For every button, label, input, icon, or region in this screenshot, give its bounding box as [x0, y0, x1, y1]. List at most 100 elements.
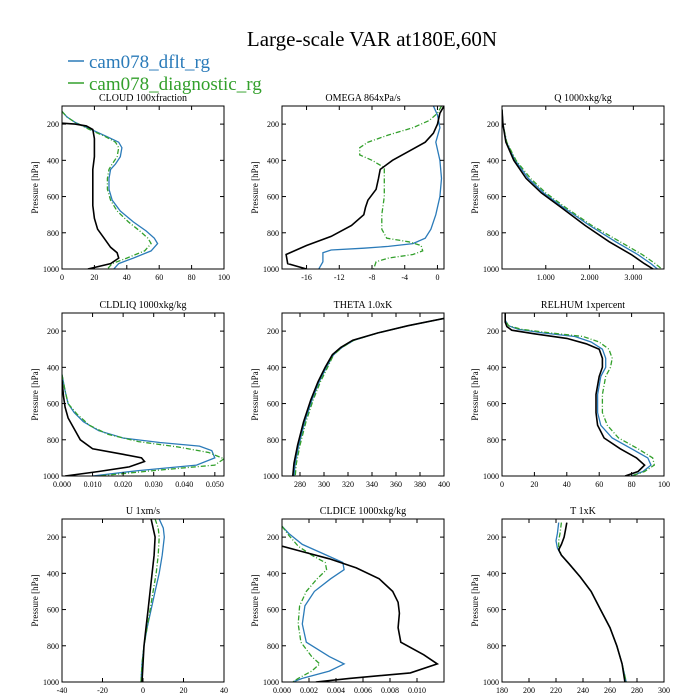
x-tick-label: 260 [604, 686, 616, 695]
y-axis-label: Pressure [hPa] [250, 368, 260, 420]
y-tick-label: 400 [487, 156, 499, 165]
series-group [504, 313, 656, 476]
x-tick-label: -20 [97, 686, 108, 695]
series-line-2 [285, 106, 444, 269]
series-line-2 [62, 379, 146, 476]
y-tick-label: 400 [267, 156, 279, 165]
panel-7: CLDICE 1000xkg/kg Pressure [hPa] 200 400 600… [250, 506, 445, 695]
x-tick-label: 280 [294, 480, 306, 489]
panel-4: THETA 1.0xK Pressure [hPa] 200 400 600 800 100… [250, 300, 450, 489]
x-tick-label: 0.050 [206, 480, 224, 489]
plot-frame [501, 105, 665, 270]
y-tick-label: 200 [47, 120, 59, 129]
figure-title: Large-scale VAR at180E,60N [247, 27, 497, 51]
y-tick-label: 600 [47, 606, 59, 615]
y-axis-label: Pressure [hPa] [470, 574, 480, 626]
y-tick-label: 200 [47, 533, 59, 542]
legend: cam078_dflt_rg cam078_diagnostic_rg [68, 52, 262, 95]
x-tick-label: 0.000 [273, 686, 291, 695]
x-tick-label: 100 [218, 273, 230, 282]
x-tick-label: 0.006 [354, 686, 372, 695]
legend-label-dflt: cam078_dflt_rg [89, 52, 211, 73]
x-tick-label: 0.030 [145, 480, 163, 489]
x-tick-label: 0.002 [300, 686, 318, 695]
series-group [502, 109, 663, 269]
x-tick-label: -12 [334, 273, 345, 282]
x-tick-label: 40 [563, 480, 571, 489]
x-tick-label: 60 [155, 273, 163, 282]
series-line-0 [62, 374, 216, 476]
series-line-1 [504, 313, 656, 476]
x-tick-label: 20 [180, 686, 188, 695]
series-line-0 [504, 313, 652, 476]
y-tick-label: 1000 [483, 472, 499, 481]
panel-title: Q 1000xkg/kg [554, 93, 612, 104]
series-line-0 [555, 522, 627, 682]
plot-frame [501, 312, 665, 477]
y-tick-label: 800 [487, 642, 499, 651]
series-line-1 [62, 374, 224, 476]
x-tick-label: 2.000 [581, 273, 599, 282]
y-tick-label: 600 [267, 606, 279, 615]
series-line-2 [141, 519, 156, 682]
panel-1: OMEGA 864xPa/s Pressure [hPa] 200 400 600 800… [250, 93, 445, 282]
y-axis-label: Pressure [hPa] [30, 368, 40, 420]
y-tick-label: 600 [267, 400, 279, 409]
plot-frame [281, 518, 445, 683]
y-tick-label: 600 [487, 193, 499, 202]
y-tick-label: 800 [487, 436, 499, 445]
plot-frame [61, 105, 225, 270]
y-tick-label: 400 [267, 363, 279, 372]
y-tick-label: 200 [47, 327, 59, 336]
plot-frame [501, 518, 665, 683]
x-tick-label: 0.004 [327, 686, 345, 695]
panel-title: CLOUD 100xfraction [99, 93, 187, 104]
panels: CLOUD 100xfraction Pressure [hPa] 200 400 60… [30, 93, 670, 695]
x-tick-label: 360 [390, 480, 402, 489]
y-tick-label: 1000 [483, 678, 499, 687]
series-group [62, 110, 159, 269]
x-tick-label: 0.008 [381, 686, 399, 695]
series-line-1 [282, 525, 328, 682]
y-tick-label: 800 [267, 642, 279, 651]
y-tick-label: 400 [487, 363, 499, 372]
panel-3: CLDLIQ 1000xkg/kg Pressure [hPa] 200 400 600… [30, 300, 225, 489]
x-tick-label: 1.000 [537, 273, 555, 282]
series-group [555, 522, 627, 682]
x-tick-label: 400 [438, 480, 450, 489]
x-tick-label: -4 [401, 273, 408, 282]
series-line-0 [282, 525, 346, 682]
x-tick-label: -16 [301, 273, 312, 282]
series-line-0 [502, 109, 658, 269]
x-tick-label: 380 [414, 480, 426, 489]
y-tick-label: 1000 [43, 265, 59, 274]
legend-label-diagnostic: cam078_diagnostic_rg [89, 74, 262, 95]
y-tick-label: 600 [47, 193, 59, 202]
panel-title: U 1xm/s [126, 506, 160, 517]
panel-title: OMEGA 864xPa/s [325, 93, 400, 104]
x-tick-label: 100 [658, 480, 670, 489]
y-tick-label: 400 [267, 569, 279, 578]
series-line-1 [294, 317, 444, 476]
y-axis-label: Pressure [hPa] [470, 368, 480, 420]
y-tick-label: 200 [267, 120, 279, 129]
x-tick-label: 0.010 [408, 686, 426, 695]
plot-frame [61, 312, 225, 477]
y-axis-label: Pressure [hPa] [250, 161, 260, 213]
panel-title: CLDLIQ 1000xkg/kg [100, 300, 187, 311]
series-group [62, 374, 224, 476]
y-tick-label: 800 [47, 229, 59, 238]
y-tick-label: 200 [267, 327, 279, 336]
series-line-2 [557, 522, 626, 682]
y-tick-label: 400 [47, 363, 59, 372]
panel-2: Q 1000xkg/kg Pressure [hPa] 200 400 600 800 10… [470, 93, 665, 282]
x-tick-label: 0.010 [84, 480, 102, 489]
series-line-0 [140, 519, 165, 682]
y-tick-label: 1000 [43, 678, 59, 687]
plot-frame [281, 312, 445, 477]
y-tick-label: 200 [267, 533, 279, 542]
series-line-2 [282, 545, 440, 682]
x-tick-label: 200 [523, 686, 535, 695]
